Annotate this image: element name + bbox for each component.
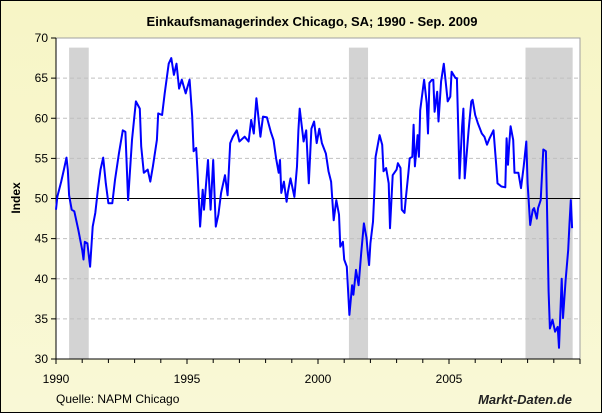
x-tick-label: 1995 bbox=[174, 372, 201, 386]
series-line-index bbox=[55, 57, 574, 349]
y-tick-label: 40 bbox=[35, 272, 49, 286]
y-tick-label: 55 bbox=[35, 151, 49, 165]
source-note: Quelle: NAPM Chicago bbox=[56, 392, 180, 406]
chart-title: Einkaufsmanagerindex Chicago, SA; 1990 -… bbox=[147, 14, 478, 29]
y-tick-label: 60 bbox=[35, 111, 49, 125]
x-tick-label: 1990 bbox=[43, 372, 70, 386]
y-tick-label: 65 bbox=[35, 71, 49, 85]
x-tick-labels: 1990 1995 2000 2005 bbox=[43, 372, 463, 386]
y-tick-label: 30 bbox=[35, 352, 49, 366]
x-tick-label: 2005 bbox=[436, 372, 463, 386]
y-tick-label: 35 bbox=[35, 312, 49, 326]
brand-logo-text: Markt-Daten.de bbox=[478, 392, 572, 407]
axes bbox=[51, 37, 581, 364]
y-tick-label: 45 bbox=[35, 232, 49, 246]
recession-band bbox=[348, 47, 369, 359]
y-axis-label: Index bbox=[9, 182, 23, 214]
series-layer bbox=[55, 57, 574, 349]
recession-band bbox=[69, 47, 89, 359]
x-tick-label: 2000 bbox=[305, 372, 332, 386]
y-tick-label: 70 bbox=[35, 31, 49, 45]
y-tick-label: 50 bbox=[35, 192, 49, 206]
y-tick-labels: 30 35 40 45 50 55 60 65 70 bbox=[35, 31, 49, 366]
